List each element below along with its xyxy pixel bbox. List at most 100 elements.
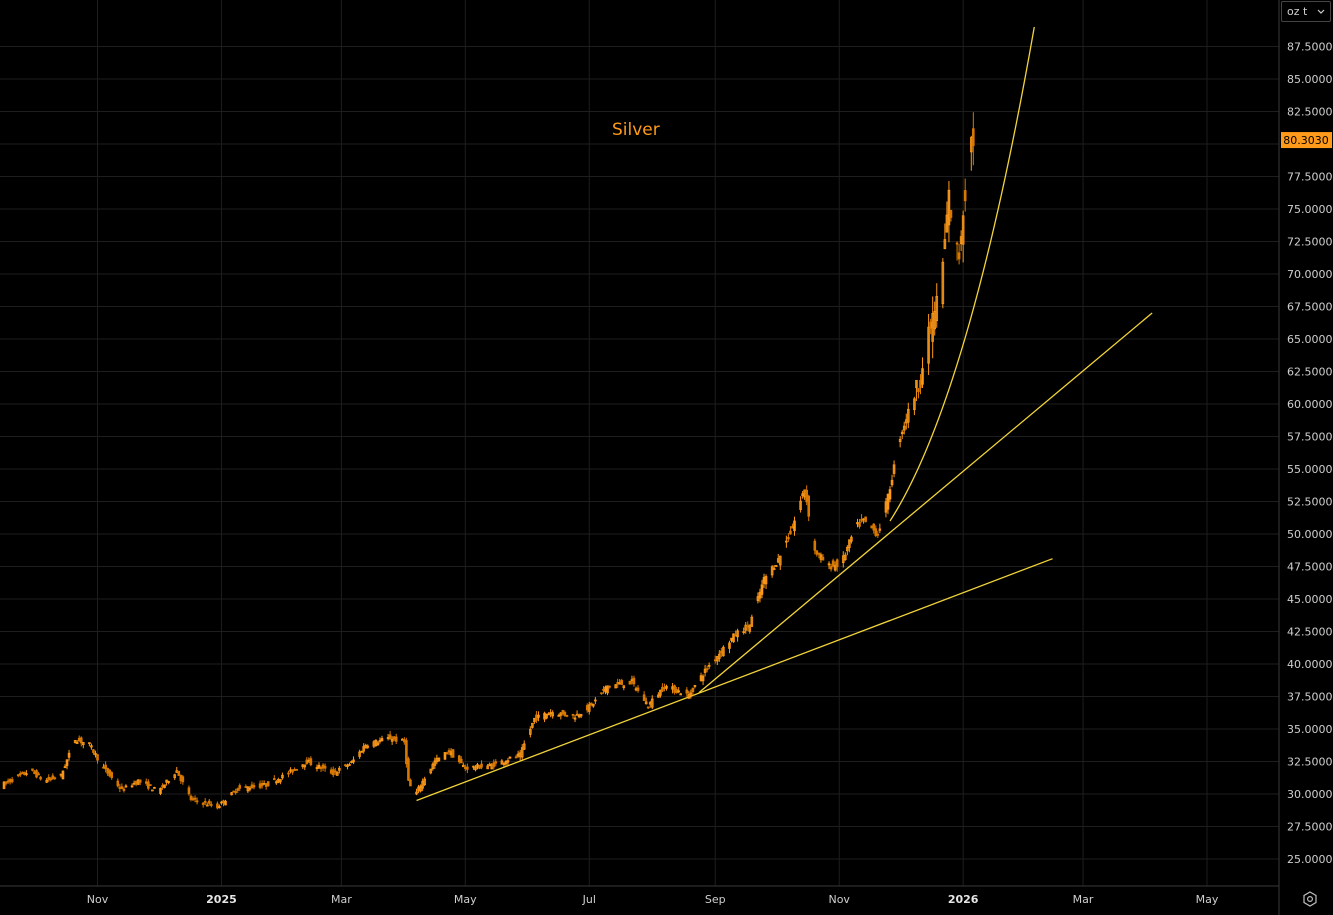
trendlines	[416, 26, 1153, 802]
candle-body	[124, 785, 128, 788]
candle-body	[35, 770, 38, 778]
candle-body	[390, 739, 394, 742]
last-price-label: 80.3030	[1283, 134, 1329, 147]
candle-body	[380, 738, 384, 742]
y-tick-label: 35.0000	[1287, 723, 1333, 736]
candle-body	[705, 668, 709, 671]
last-price-marker: 80.3030	[1281, 132, 1332, 149]
candle-body	[799, 500, 802, 510]
candle-body	[508, 756, 512, 759]
candle-body	[407, 758, 410, 781]
candle-body	[642, 694, 646, 701]
candle-body	[394, 736, 398, 742]
candle-body	[250, 784, 254, 789]
candlesticks	[2, 112, 975, 810]
candle-body	[218, 806, 221, 809]
candle-body	[850, 536, 853, 542]
candle-body	[104, 764, 107, 770]
candle-body	[898, 438, 902, 443]
candle-body	[848, 539, 851, 548]
candle-body	[358, 751, 361, 757]
candle-body	[949, 209, 953, 218]
candle-body	[720, 650, 723, 654]
candle-body	[466, 766, 469, 770]
candle-body	[451, 749, 455, 758]
chart-title: Silver	[612, 120, 660, 140]
candle-body	[728, 642, 731, 649]
candle-body	[291, 769, 294, 773]
candle-body	[789, 530, 792, 535]
candle-body	[189, 795, 193, 800]
candle-body	[108, 769, 111, 777]
candle-body	[606, 685, 609, 694]
unit-select[interactable]: oz t	[1281, 1, 1331, 22]
candle-body	[122, 788, 126, 791]
candle-body	[565, 714, 569, 717]
candle-body	[573, 717, 577, 720]
candle-body	[955, 242, 959, 245]
candle-body	[376, 742, 380, 746]
candle-body	[520, 747, 524, 758]
axes	[0, 0, 1280, 915]
candle-body	[472, 765, 475, 768]
candle-body	[445, 752, 449, 755]
candle-body	[831, 560, 835, 567]
candle-body	[677, 690, 680, 693]
y-tick-label: 57.5000	[1287, 431, 1333, 444]
candle-body	[305, 759, 309, 764]
candle-body	[522, 743, 526, 750]
candle-body	[486, 765, 489, 770]
candle-body	[957, 252, 961, 260]
candle-body	[860, 519, 863, 522]
candle-body	[563, 711, 567, 716]
candle-body	[492, 762, 496, 768]
candle-body	[187, 787, 191, 795]
candle-body	[659, 689, 662, 696]
candle-body	[252, 785, 256, 788]
candle-body	[360, 750, 363, 753]
candle-body	[144, 781, 148, 784]
candle-body	[352, 759, 355, 763]
chart-settings-button[interactable]	[1296, 888, 1324, 910]
candle-body	[216, 803, 219, 809]
candle-body	[551, 712, 554, 717]
candle-body	[21, 772, 24, 775]
candle-body	[153, 787, 156, 789]
candle-body	[561, 710, 565, 715]
candle-body	[760, 584, 764, 595]
candle-body	[833, 565, 837, 571]
candle-body	[675, 689, 678, 694]
candle-body	[94, 752, 97, 756]
candle-body	[756, 596, 760, 602]
candle-body	[207, 800, 211, 804]
candle-body	[921, 368, 924, 385]
candle-body	[25, 773, 28, 775]
candle-body	[478, 765, 481, 769]
y-tick-label: 70.0000	[1287, 268, 1333, 281]
y-tick-label: 55.0000	[1287, 463, 1333, 476]
y-tick-label: 25.0000	[1287, 853, 1333, 866]
candle-body	[844, 554, 847, 561]
candle-body	[77, 737, 81, 742]
y-tick-label: 30.0000	[1287, 788, 1333, 801]
candle-body	[331, 769, 335, 776]
candle-body	[707, 665, 711, 667]
candle-body	[701, 675, 705, 682]
candle-body	[195, 800, 199, 803]
candle-body	[120, 786, 124, 789]
candle-body	[75, 742, 79, 744]
candle-body	[464, 767, 467, 769]
candle-body	[415, 791, 418, 795]
candle-body	[900, 431, 904, 435]
x-axis-ticks: Nov 2025 Mar May Jul Sep Nov 2026 Mar May	[87, 893, 1219, 906]
candle-body	[177, 770, 181, 776]
candle-body	[344, 764, 347, 767]
candle-body	[16, 774, 20, 777]
candle-body	[457, 755, 461, 763]
candle-body	[90, 745, 93, 748]
candle-body	[45, 779, 49, 783]
candle-body	[279, 779, 282, 783]
candle-body	[587, 704, 591, 712]
candle-body	[8, 779, 12, 783]
